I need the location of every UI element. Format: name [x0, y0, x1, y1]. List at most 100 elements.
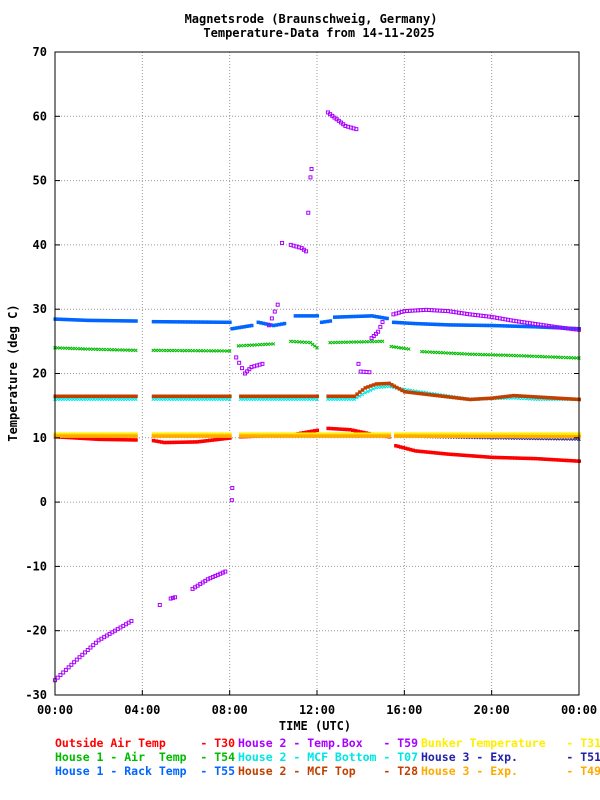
legend-item: House 3 - Exp. - T51 — [421, 750, 600, 764]
data-point — [322, 432, 326, 436]
data-point — [446, 323, 450, 327]
data-point — [569, 432, 574, 436]
y-tick-label: -20 — [25, 624, 47, 638]
data-point — [71, 318, 75, 322]
data-point — [418, 322, 423, 326]
data-point — [222, 434, 227, 438]
data-point — [397, 320, 401, 325]
data-point — [96, 318, 101, 323]
data-point — [317, 432, 321, 436]
data-point — [498, 395, 502, 399]
data-point — [567, 397, 571, 401]
data-point — [430, 393, 434, 397]
data-point — [154, 319, 158, 324]
data-point — [485, 455, 489, 459]
data-point — [340, 315, 345, 319]
data-point — [116, 434, 120, 438]
data-point — [370, 314, 374, 318]
data-point — [66, 432, 71, 436]
data-point — [58, 673, 63, 678]
data-point — [298, 432, 303, 436]
data-point — [533, 395, 538, 399]
data-point — [387, 432, 392, 436]
data-point — [94, 437, 98, 441]
data-point — [162, 394, 166, 399]
data-point — [390, 383, 394, 387]
y-tick-label: 50 — [33, 174, 47, 188]
data-point — [154, 434, 158, 438]
data-point — [301, 314, 306, 318]
data-point — [134, 434, 138, 438]
data-point — [488, 432, 492, 436]
data-point — [99, 318, 104, 323]
data-point — [438, 322, 443, 327]
data-point — [121, 437, 125, 442]
data-point — [201, 432, 206, 436]
data-point — [572, 434, 576, 439]
data-point — [275, 302, 280, 307]
data-point — [63, 317, 68, 322]
data-point — [283, 434, 287, 438]
data-point — [369, 336, 374, 341]
data-point — [496, 432, 500, 436]
data-point — [157, 439, 161, 444]
data-point — [425, 432, 430, 436]
data-point — [512, 434, 516, 439]
data-point — [567, 458, 571, 463]
data-point — [456, 432, 461, 436]
data-point — [183, 432, 187, 436]
data-point — [252, 434, 256, 438]
data-point — [476, 397, 481, 401]
data-point — [508, 456, 512, 460]
data-point — [559, 396, 564, 401]
data-point — [116, 394, 120, 399]
data-point — [377, 382, 381, 386]
data-point — [561, 434, 566, 439]
data-point — [113, 394, 117, 399]
data-point — [134, 438, 138, 442]
data-point — [222, 394, 227, 399]
data-point — [501, 434, 506, 439]
data-point — [443, 394, 448, 399]
data-point — [82, 434, 86, 438]
legend: Outside Air Temp - T30 House 2 - Temp.Box… — [55, 736, 600, 778]
data-point — [538, 395, 543, 399]
data-point — [446, 395, 450, 399]
data-point — [477, 434, 482, 439]
data-point — [329, 394, 333, 399]
data-point — [562, 458, 566, 463]
data-point — [170, 595, 175, 600]
data-point — [428, 434, 432, 438]
data-point — [288, 432, 293, 436]
data-point — [151, 432, 156, 436]
data-point — [351, 434, 355, 438]
series-t31 — [53, 432, 581, 436]
data-point — [299, 314, 303, 318]
data-point — [204, 320, 208, 324]
data-point — [56, 394, 60, 399]
data-point — [363, 390, 367, 395]
data-point — [543, 434, 547, 439]
data-point — [528, 324, 533, 329]
data-point — [118, 437, 122, 442]
data-point — [121, 432, 125, 436]
data-point — [438, 434, 443, 439]
data-point — [193, 434, 198, 438]
legend-item: House 2 - MCF Top - T28 — [238, 764, 418, 778]
data-point — [307, 430, 311, 434]
data-point — [172, 434, 177, 438]
data-point — [315, 428, 319, 433]
data-point — [518, 324, 522, 329]
data-point — [257, 434, 261, 438]
data-point — [464, 434, 469, 439]
data-point — [498, 434, 503, 439]
data-point — [131, 319, 136, 323]
data-point — [201, 320, 206, 324]
data-point — [449, 452, 453, 457]
data-point — [172, 440, 177, 445]
data-point — [293, 434, 298, 438]
data-point — [97, 432, 102, 436]
data-point — [399, 434, 403, 438]
data-point — [209, 432, 214, 436]
data-point — [91, 437, 96, 441]
